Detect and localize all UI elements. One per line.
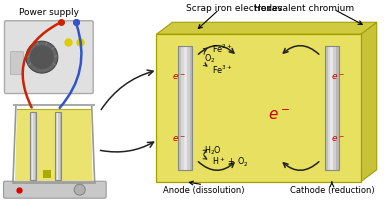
- Text: Scrap iron electrodes: Scrap iron electrodes: [186, 4, 282, 13]
- Circle shape: [30, 45, 54, 69]
- Bar: [32, 112, 34, 180]
- Text: Fe$^{3+}$: Fe$^{3+}$: [212, 64, 233, 76]
- Bar: [43, 170, 51, 178]
- Text: H$^+$ + O$_2$: H$^+$ + O$_2$: [212, 156, 249, 169]
- Polygon shape: [361, 22, 377, 182]
- Bar: [330, 46, 334, 170]
- Bar: [30, 112, 36, 180]
- Text: $e^-$: $e^-$: [172, 72, 186, 82]
- Text: O$_2$: O$_2$: [204, 53, 216, 65]
- Text: Hexavalent chromium: Hexavalent chromium: [254, 4, 354, 13]
- FancyBboxPatch shape: [5, 21, 93, 94]
- Text: $e^-$: $e^-$: [331, 72, 345, 82]
- Text: Power supply: Power supply: [19, 8, 79, 17]
- Bar: [55, 112, 61, 180]
- Bar: [336, 46, 339, 170]
- Bar: [33, 112, 35, 180]
- Bar: [189, 46, 193, 170]
- Bar: [181, 46, 184, 170]
- FancyBboxPatch shape: [10, 52, 23, 75]
- Bar: [57, 112, 59, 180]
- Bar: [178, 46, 182, 170]
- Text: Cathode (reduction): Cathode (reduction): [290, 186, 374, 195]
- Text: Anode (dissolution): Anode (dissolution): [162, 186, 244, 195]
- Bar: [184, 46, 187, 170]
- Bar: [31, 112, 33, 180]
- Bar: [30, 112, 32, 180]
- Bar: [325, 46, 339, 170]
- Bar: [328, 46, 331, 170]
- Bar: [187, 46, 190, 170]
- Bar: [59, 112, 60, 180]
- Text: H$_2$O: H$_2$O: [204, 145, 222, 157]
- Bar: [60, 112, 61, 180]
- Text: $e^-$: $e^-$: [268, 108, 290, 123]
- Circle shape: [74, 184, 85, 195]
- Bar: [55, 112, 57, 180]
- Bar: [56, 112, 58, 180]
- Bar: [178, 46, 192, 170]
- Bar: [325, 46, 328, 170]
- Text: $e^-$: $e^-$: [331, 134, 345, 144]
- Bar: [333, 46, 336, 170]
- Circle shape: [26, 41, 58, 73]
- Bar: [156, 34, 361, 182]
- FancyBboxPatch shape: [3, 181, 106, 198]
- Text: $e^-$: $e^-$: [172, 134, 186, 144]
- Polygon shape: [156, 22, 377, 34]
- Polygon shape: [15, 109, 93, 181]
- Text: Fe$^{2+}$: Fe$^{2+}$: [212, 43, 233, 55]
- Bar: [35, 112, 36, 180]
